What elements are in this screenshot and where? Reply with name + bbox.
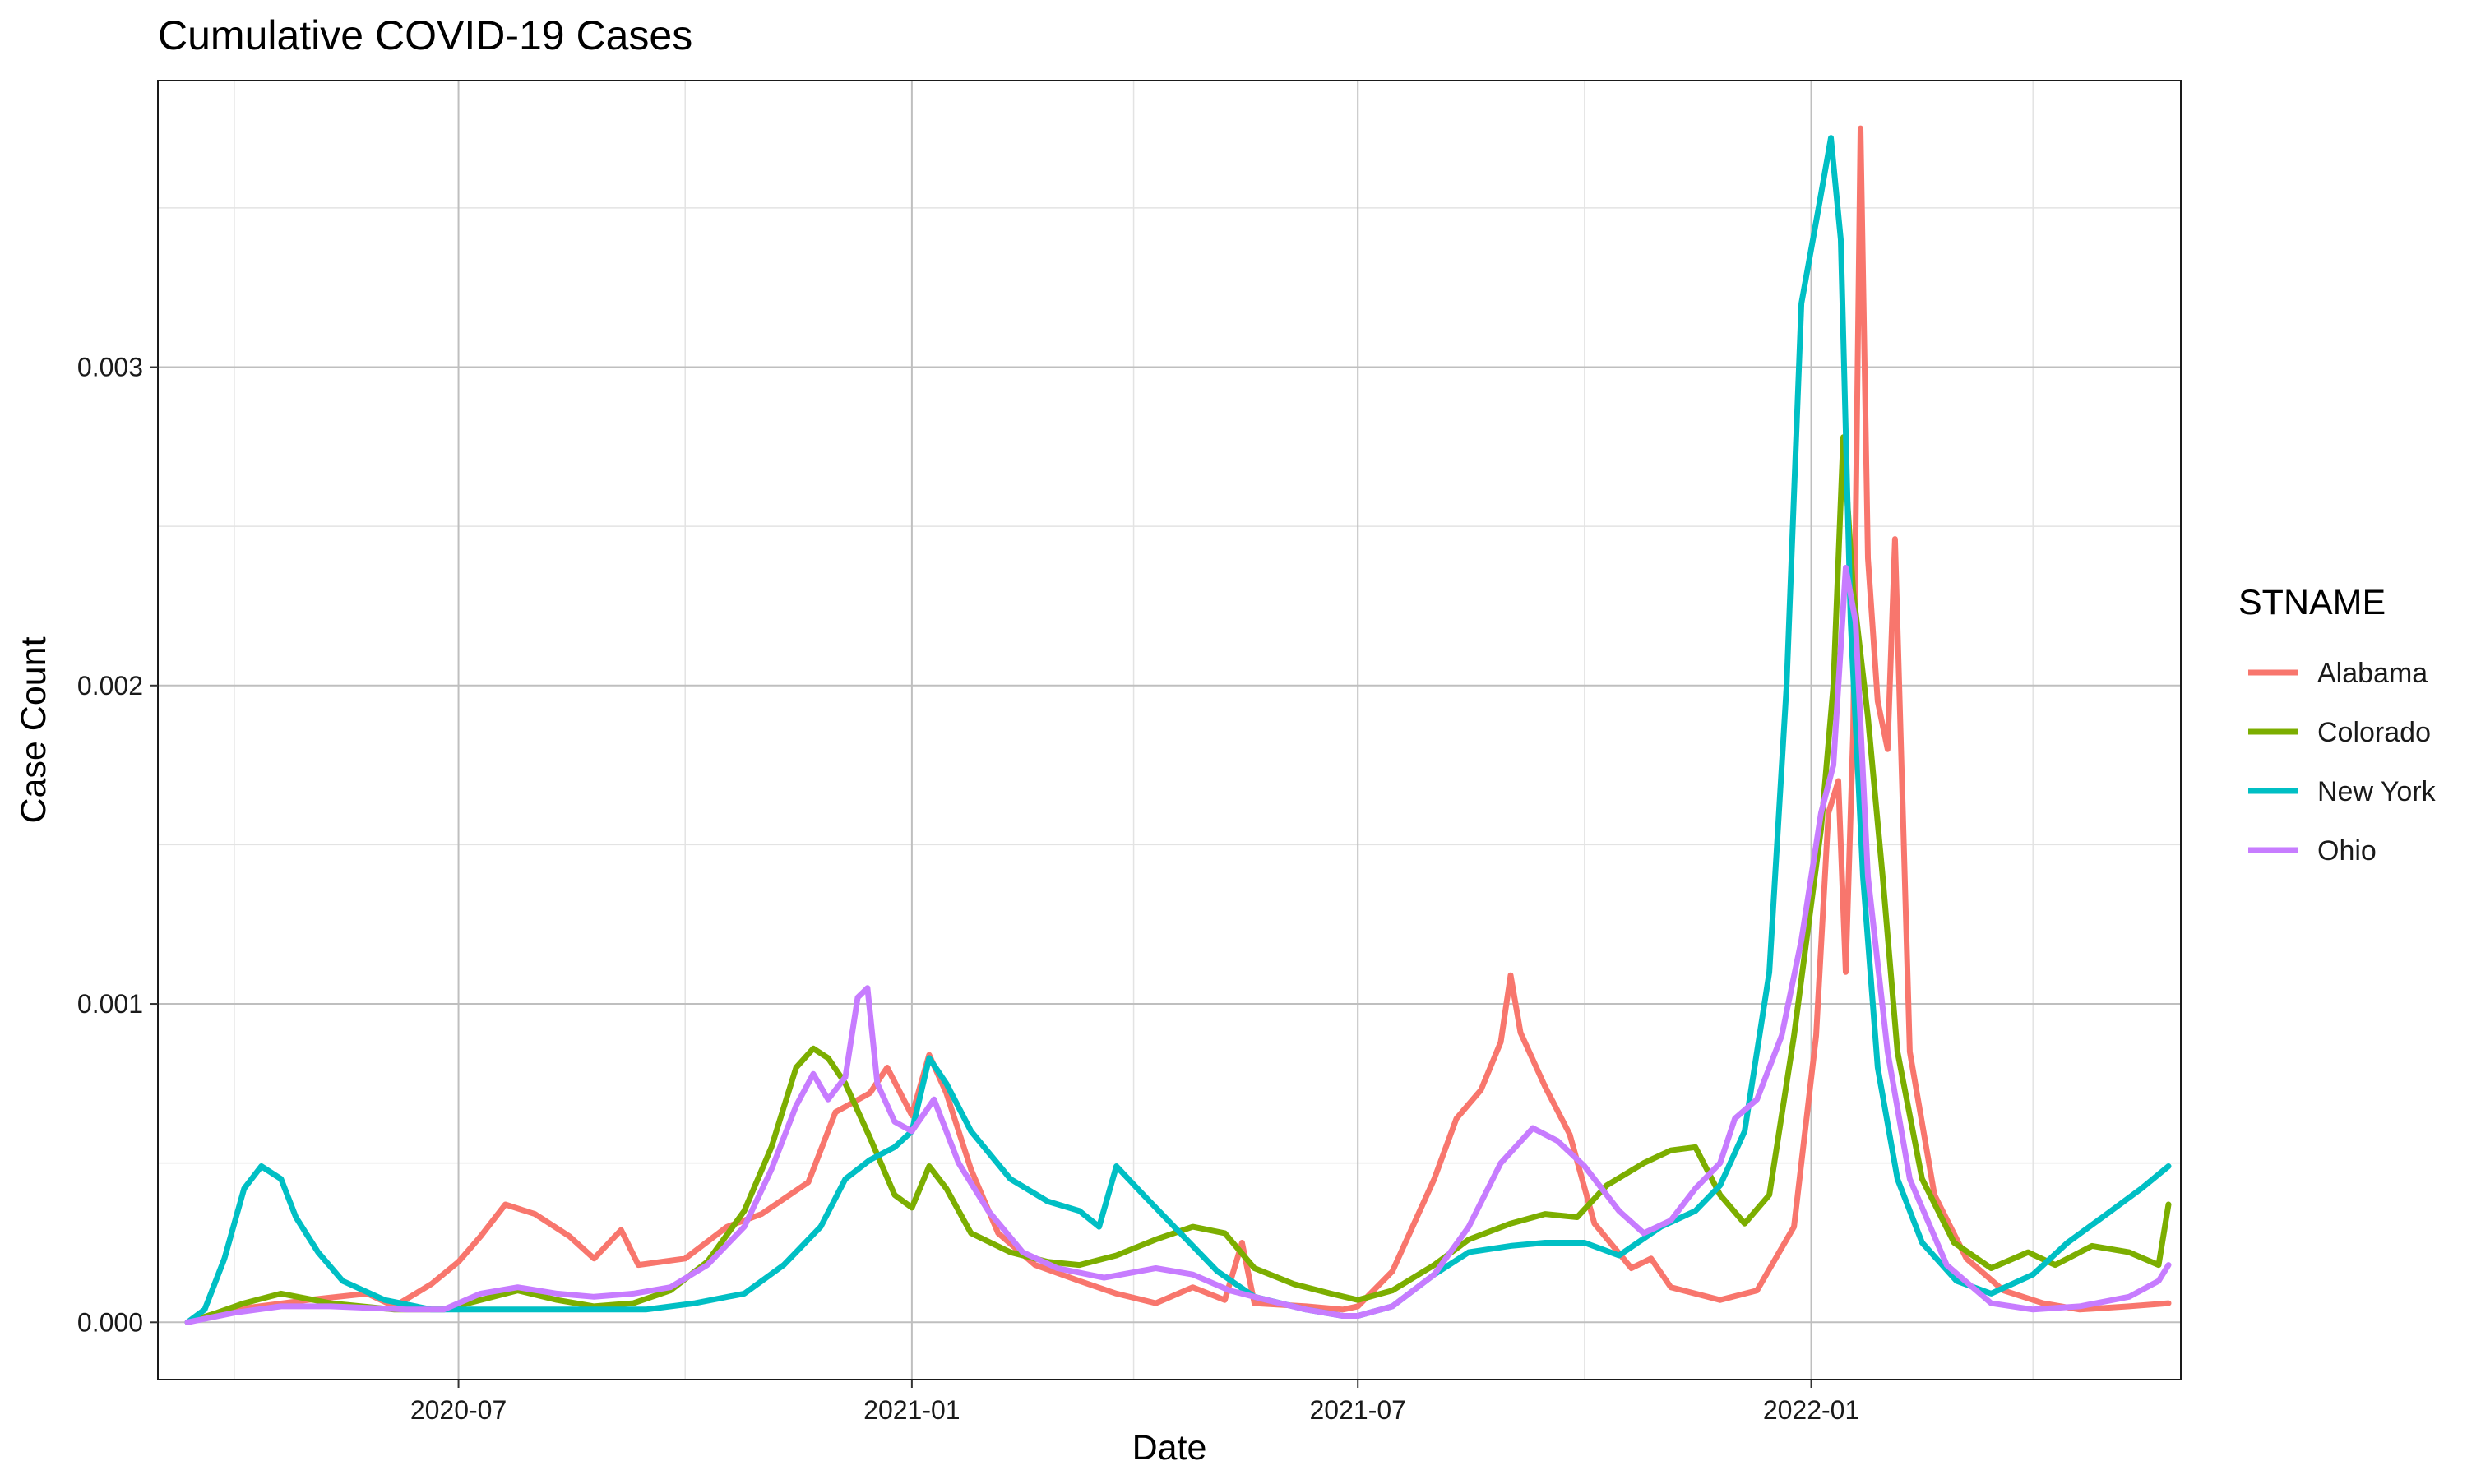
- y-tick-label: 0.001: [77, 989, 143, 1019]
- series-line-colorado: [184, 434, 2172, 1325]
- legend-label-colorado: Colorado: [2317, 717, 2431, 748]
- x-tick-label: 2022-01: [1763, 1395, 1859, 1425]
- series-layer: [184, 125, 2172, 1325]
- x-tick-label: 2021-01: [863, 1395, 960, 1425]
- series-line-alabama: [184, 125, 2172, 1325]
- series-line-new-york: [184, 135, 2172, 1325]
- x-axis-title: Date: [1132, 1428, 1207, 1468]
- plot-panel-border: [157, 80, 2182, 1380]
- chart-title: Cumulative COVID-19 Cases: [158, 12, 692, 58]
- x-tick-label: 2021-07: [1310, 1395, 1406, 1425]
- legend: STNAME Alabama Colorado New York Ohio: [2238, 583, 2437, 867]
- y-tick-label: 0.000: [77, 1307, 143, 1337]
- legend-title: STNAME: [2238, 583, 2386, 622]
- grid-layer: [158, 81, 2181, 1380]
- axis-layer: 2020-07 2021-01 2021-07 2022-01 0.000 0.001 0.…: [77, 353, 1859, 1425]
- legend-label-alabama: Alabama: [2317, 658, 2428, 689]
- x-tick-label: 2020-07: [410, 1395, 507, 1425]
- legend-items: Alabama Colorado New York Ohio: [2248, 658, 2437, 867]
- y-tick-label: 0.003: [77, 353, 143, 382]
- legend-label-new-york: New York: [2317, 776, 2437, 807]
- y-axis-title: Case Count: [14, 636, 53, 823]
- y-tick-label: 0.002: [77, 671, 143, 700]
- legend-label-ohio: Ohio: [2317, 835, 2377, 867]
- series-line-ohio: [184, 565, 2172, 1325]
